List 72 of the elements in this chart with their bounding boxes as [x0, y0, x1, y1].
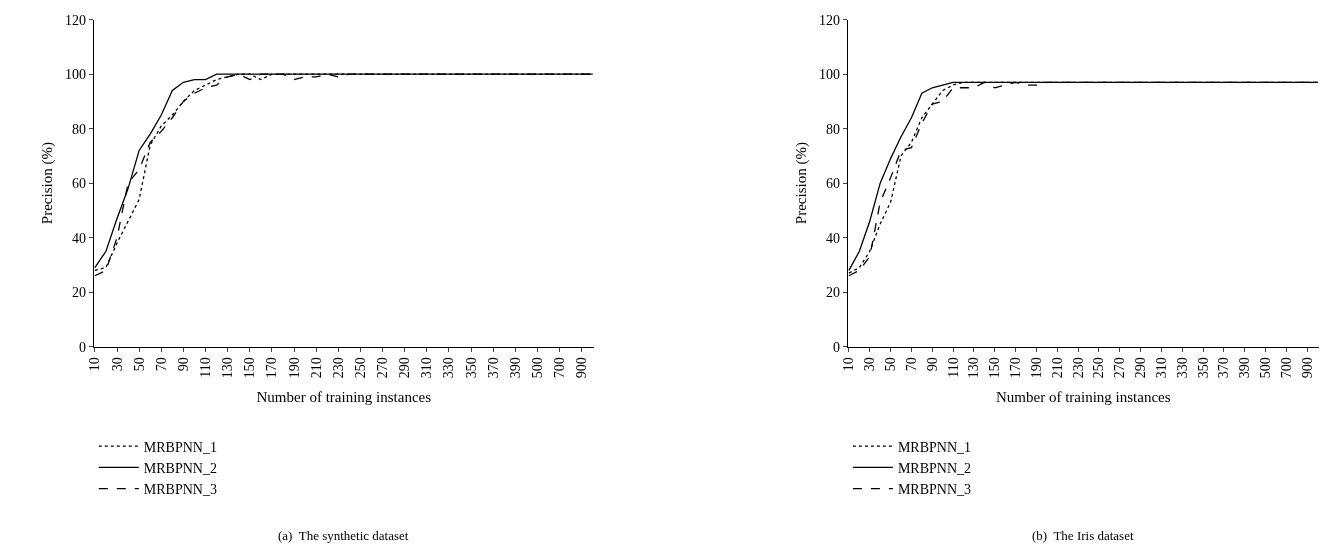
x-tick-label: 700 — [552, 357, 568, 379]
y-tick-label: 0 — [78, 339, 86, 355]
y-tick-label: 20 — [71, 285, 86, 301]
x-tick-label: 270 — [375, 357, 391, 379]
x-tick-label: 290 — [1133, 357, 1149, 379]
x-tick-label: 390 — [1237, 357, 1253, 379]
x-tick-label: 330 — [1174, 357, 1190, 379]
x-tick-label: 190 — [286, 357, 302, 379]
y-tick-label: 80 — [826, 121, 841, 137]
x-tick-label: 370 — [1216, 357, 1232, 379]
x-tick-label: 30 — [862, 357, 878, 372]
x-tick-label: 70 — [153, 357, 169, 372]
y-tick-label: 100 — [819, 67, 841, 83]
x-tick-label: 130 — [966, 357, 982, 379]
y-tick-label: 40 — [826, 230, 841, 246]
x-tick-label: 50 — [883, 357, 899, 372]
x-tick-label: 130 — [220, 357, 236, 379]
x-tick-label: 150 — [242, 357, 258, 379]
x-tick-label: 350 — [463, 357, 479, 379]
y-axis-title: Precision (%) — [39, 142, 57, 225]
text: (b) The Iris dataset — [1032, 528, 1134, 543]
x-tick-label: 170 — [1008, 357, 1024, 379]
y-axis-title: Precision (%) — [793, 142, 811, 225]
x-tick-label: 50 — [131, 357, 147, 372]
x-tick-label: 190 — [1028, 357, 1044, 379]
x-tick-label: 250 — [1091, 357, 1107, 379]
x-tick-label: 350 — [1195, 357, 1211, 379]
x-tick-label: 30 — [109, 357, 125, 372]
x-tick-label: 270 — [1112, 357, 1128, 379]
x-tick-label: 70 — [903, 357, 919, 372]
x-tick-label: 330 — [441, 357, 457, 379]
x-axis-title: Number of training instances — [996, 389, 1171, 406]
legend-label: MRBPNN_3 — [897, 482, 972, 497]
x-tick-label: 250 — [352, 357, 368, 379]
x-tick-label: 110 — [945, 357, 961, 378]
x-tick-label: 700 — [1278, 357, 1294, 379]
x-tick-label: 150 — [987, 357, 1003, 379]
x-tick-label: 10 — [841, 357, 857, 372]
y-tick-label: 80 — [71, 121, 86, 137]
y-tick-label: 60 — [71, 176, 86, 192]
x-tick-label: 370 — [485, 357, 501, 379]
x-tick-label: 900 — [1299, 357, 1315, 379]
x-axis-title: Number of training instances — [256, 389, 432, 406]
x-tick-label: 230 — [1070, 357, 1086, 379]
x-tick-label: 210 — [1049, 357, 1065, 379]
y-tick-label: 120 — [64, 12, 86, 28]
x-tick-label: 110 — [198, 357, 214, 378]
legend-label: MRBPNN_2 — [143, 460, 217, 476]
legend-label: MRBPNN_1 — [897, 439, 972, 455]
y-tick-label: 100 — [64, 67, 86, 83]
x-tick-label: 210 — [308, 357, 324, 379]
x-tick-label: 310 — [419, 357, 435, 379]
legend-label: MRBPNN_3 — [143, 482, 217, 497]
y-tick-label: 40 — [71, 230, 86, 246]
y-tick-label: 60 — [826, 176, 841, 192]
x-tick-label: 390 — [507, 357, 523, 379]
x-tick-label: 90 — [175, 357, 191, 372]
x-tick-label: 10 — [87, 357, 103, 372]
x-tick-label: 310 — [1153, 357, 1169, 379]
x-tick-label: 500 — [529, 357, 545, 379]
text: (a) The synthetic dataset — [278, 528, 409, 543]
x-tick-label: 500 — [1258, 357, 1274, 379]
y-tick-label: 0 — [833, 339, 841, 355]
legend-label: MRBPNN_2 — [897, 460, 972, 476]
x-tick-label: 170 — [264, 357, 280, 379]
y-tick-label: 20 — [826, 285, 841, 301]
y-tick-label: 120 — [819, 12, 841, 28]
x-tick-label: 900 — [574, 357, 590, 379]
x-tick-label: 90 — [924, 357, 940, 372]
x-tick-label: 290 — [397, 357, 413, 379]
x-tick-label: 230 — [330, 357, 346, 379]
legend-label: MRBPNN_1 — [143, 439, 217, 455]
